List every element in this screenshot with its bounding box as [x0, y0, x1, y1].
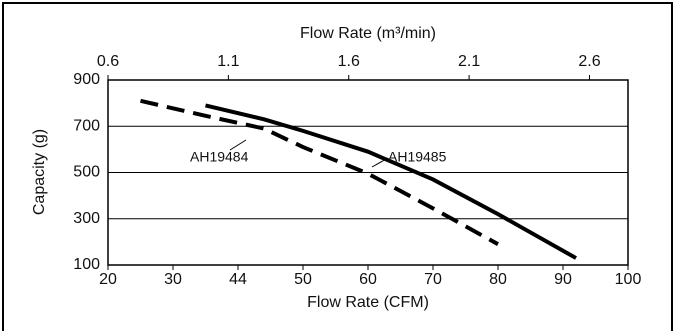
x2-tick-label: 0.6 [97, 53, 119, 70]
y-tick-label: 900 [73, 71, 100, 88]
y-axis-label: Capacity (g) [31, 129, 48, 215]
series-line [140, 98, 499, 246]
y-tick-label: 100 [73, 256, 100, 273]
x2-tick-label: 1.6 [338, 53, 360, 70]
x-tick-label: 60 [359, 271, 377, 288]
x-tick-label: 50 [294, 271, 312, 288]
y-tick-label: 300 [73, 210, 100, 227]
annotation: AH19485 [388, 149, 447, 165]
x2-tick-label: 1.1 [217, 53, 239, 70]
x-tick-label: 70 [424, 271, 442, 288]
series-line [205, 103, 577, 260]
x2-tick-label: 2.6 [578, 53, 600, 70]
x2-tick-label: 2.1 [458, 53, 480, 70]
x-tick-label: 90 [554, 271, 572, 288]
y-tick-label: 500 [73, 164, 100, 181]
x-tick-label: 80 [489, 271, 507, 288]
x2-axis-label: Flow Rate (m³/min) [300, 25, 436, 42]
x-tick-label: 44 [229, 271, 247, 288]
x-tick-label: 20 [99, 271, 117, 288]
annotation: AH19484 [190, 149, 249, 165]
x-axis-label: Flow Rate (CFM) [307, 294, 429, 311]
x-tick-label: 30 [164, 271, 182, 288]
y-tick-label: 700 [73, 117, 100, 134]
x-tick-label: 100 [615, 271, 642, 288]
plot-area [107, 79, 629, 266]
leader-line [371, 157, 389, 168]
leader-line [229, 139, 247, 151]
